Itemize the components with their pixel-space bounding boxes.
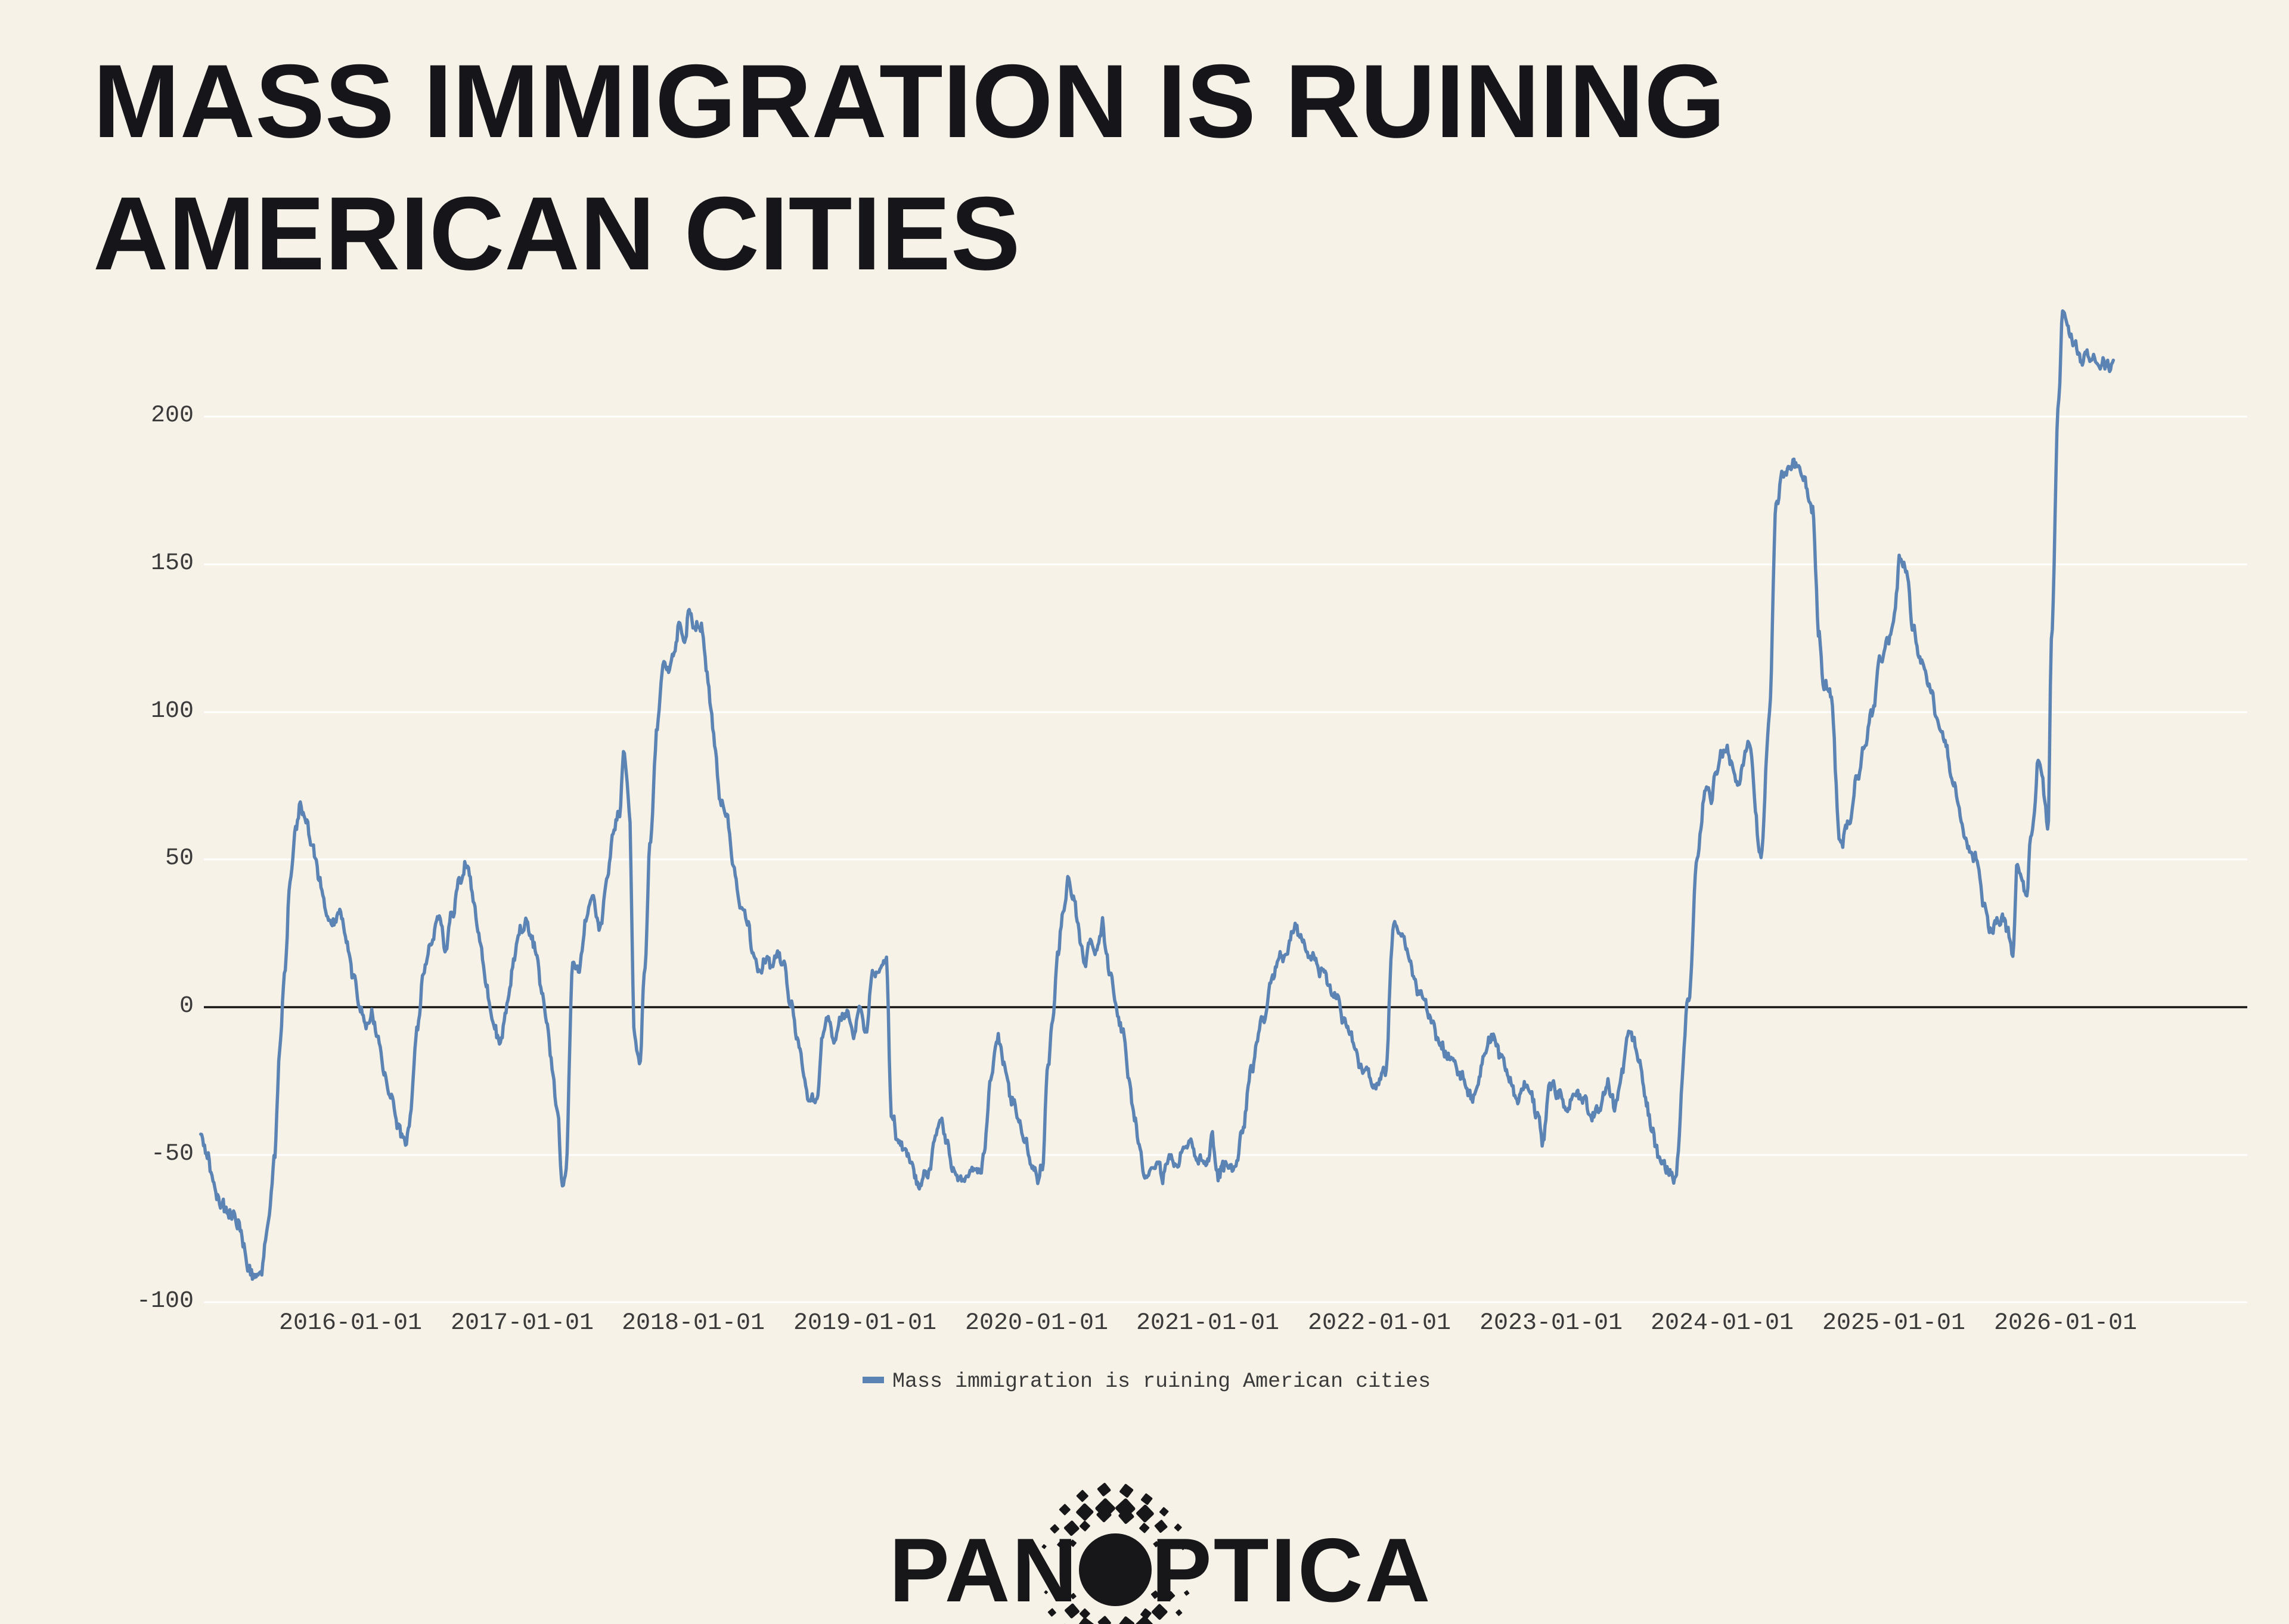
svg-text:PANOPTICA: PANOPTICA [892,1520,1429,1621]
